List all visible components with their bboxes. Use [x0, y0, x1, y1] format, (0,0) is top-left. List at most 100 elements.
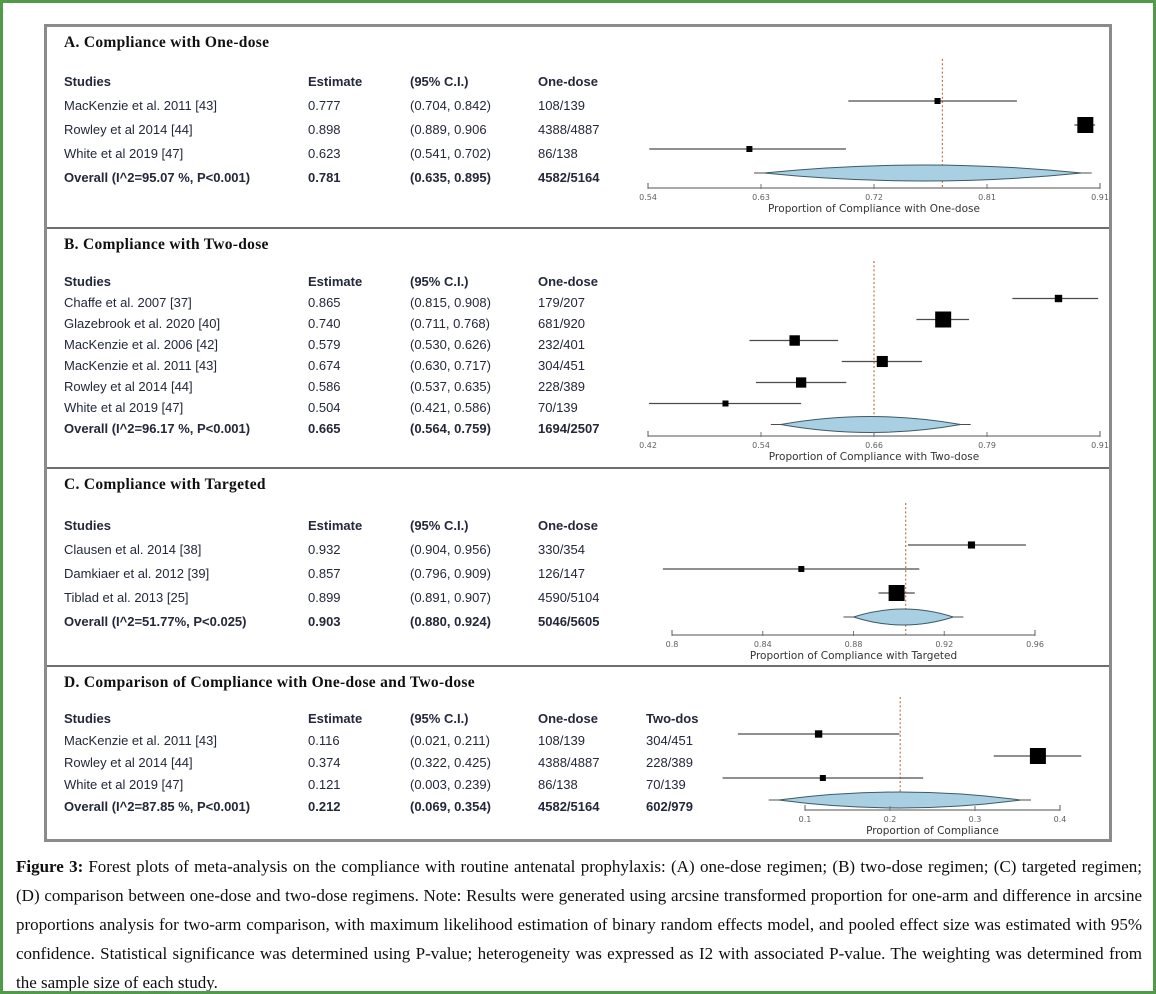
effect-estimate-marker	[967, 541, 976, 549]
one-dose-value: 70/139	[538, 400, 578, 415]
estimate-value: 0.898	[308, 121, 341, 137]
overall-ci: (0.635, 0.895)	[410, 169, 491, 185]
one-dose-value: 681/920	[538, 316, 585, 331]
study-table-two-dose: Studies Estimate (95% C.I.) One-dose Chaffe …	[64, 271, 646, 439]
x-axis-title: Proportion of Compliance	[866, 825, 999, 837]
estimate-value: 0.579	[308, 337, 341, 352]
study-name: White et al 2019 [47]	[64, 776, 184, 792]
estimate-value: 0.857	[308, 565, 341, 581]
effect-estimate-marker	[935, 311, 952, 328]
estimate-value: 0.865	[308, 295, 341, 310]
one-dose-value: 86/138	[538, 776, 578, 792]
x-axis-tick-label: 0.91	[1091, 193, 1109, 202]
column-header: Estimate	[308, 517, 363, 533]
panel-c-compliance-targeted: C. Compliance with Targeted 0.8 0.84 0.88 0…	[47, 467, 1109, 665]
overall-diamond	[780, 416, 961, 433]
overall-label: Overall (I^2=51.77%, P<0.025)	[64, 613, 247, 629]
column-header: (95% C.I.)	[410, 517, 469, 533]
x-axis-tick-label: 0.66	[865, 441, 883, 450]
panel-title: B. Compliance with Two-dose	[64, 236, 269, 253]
two-dose-value: 228/389	[646, 754, 693, 770]
column-header: One-dose	[538, 710, 598, 726]
overall-label: Overall (I^2=95.07 %, P<0.001)	[64, 169, 251, 185]
panel-title: D. Comparison of Compliance with One-dos…	[64, 674, 475, 691]
x-axis-title: Proportion of Compliance with Two-dose	[769, 451, 979, 463]
study-table-comparison: Studies Estimate (95% C.I.) One-dose Two-dos…	[64, 707, 732, 817]
effect-estimate-marker	[789, 335, 800, 346]
one-dose-value: 86/138	[538, 145, 578, 161]
one-dose-value: 228/389	[538, 379, 585, 394]
study-table-one-dose: Studies Estimate (95% C.I.) One-dose MacKenz…	[64, 69, 646, 189]
estimate-value: 0.121	[308, 776, 341, 792]
effect-estimate-marker	[876, 355, 888, 368]
overall-one-dose: 5046/5605	[538, 613, 600, 629]
forest-plot-figure: A. Compliance with One-dose 0.54 0.63 0.72…	[44, 24, 1112, 842]
overall-one-dose: 1694/2507	[538, 421, 600, 436]
two-dose-value: 304/451	[646, 732, 693, 748]
panel-title: C. Compliance with Targeted	[64, 476, 266, 493]
x-axis-tick-label: 0.96	[1026, 640, 1044, 649]
column-header: (95% C.I.)	[410, 274, 469, 289]
effect-estimate-marker	[888, 585, 905, 601]
x-axis-tick-label: 0.42	[639, 441, 657, 450]
panel-title: A. Compliance with One-dose	[64, 34, 270, 51]
x-axis-tick-label: 0.54	[752, 441, 770, 450]
estimate-value: 0.674	[308, 358, 341, 373]
overall-ci: (0.880, 0.924)	[410, 613, 491, 629]
ci-value: (0.541, 0.702)	[410, 145, 491, 161]
x-axis-tick-label: 0.3	[969, 815, 982, 824]
figure-caption: Figure 3: Forest plots of meta-analysis o…	[16, 852, 1142, 991]
effect-estimate-marker	[819, 775, 826, 781]
ci-value: (0.537, 0.635)	[410, 379, 491, 394]
overall-diamond	[778, 791, 1021, 809]
overall-estimate: 0.781	[308, 169, 341, 185]
one-dose-value: 304/451	[538, 358, 585, 373]
ci-value: (0.796, 0.909)	[410, 565, 491, 581]
panel-b-compliance-two-dose: B. Compliance with Two-dose 0.42 0.54 0.66…	[47, 227, 1109, 467]
x-axis-tick-label: 0.84	[754, 640, 772, 649]
estimate-value: 0.740	[308, 316, 341, 331]
overall-one-dose: 4582/5164	[538, 169, 600, 185]
x-axis-title: Proportion of Compliance with Targeted	[750, 650, 957, 662]
forest-plot-targeted: 0.8 0.84 0.88 0.92 0.96 Proportion of Complia…	[662, 503, 1044, 662]
study-name: White et al 2019 [47]	[64, 145, 184, 161]
one-dose-value: 232/401	[538, 337, 585, 352]
one-dose-value: 4590/5104	[538, 589, 600, 605]
ci-value: (0.891, 0.907)	[410, 589, 491, 605]
ci-value: (0.630, 0.717)	[410, 358, 491, 373]
forest-plot-one-dose: 0.54 0.63 0.72 0.81 0.91 Proportion of Compli…	[639, 59, 1109, 215]
column-header: One-dose	[538, 517, 598, 533]
two-dose-value: 70/139	[646, 776, 686, 792]
overall-estimate: 0.212	[308, 798, 341, 814]
study-name: Clausen et al. 2014 [38]	[64, 541, 202, 557]
ci-value: (0.889, 0.906	[410, 121, 487, 137]
study-name: MacKenzie et al. 2011 [43]	[64, 732, 217, 748]
effect-estimate-marker	[1077, 117, 1094, 133]
forest-plot-comparison: 0.1 0.2 0.3 0.4 Proportion of Compliance	[722, 697, 1082, 837]
study-name: Damkiaer et al. 2012 [39]	[64, 565, 210, 581]
overall-estimate: 0.665	[308, 421, 341, 436]
estimate-value: 0.586	[308, 379, 341, 394]
overall-one-dose: 4582/5164	[538, 798, 600, 814]
study-name: Rowley et al 2014 [44]	[64, 121, 193, 137]
x-axis-tick-label: 0.63	[752, 193, 770, 202]
one-dose-value: 330/354	[538, 541, 585, 557]
x-axis-tick-label: 0.54	[639, 193, 657, 202]
x-axis-tick-label: 0.4	[1054, 815, 1067, 824]
ci-value: (0.704, 0.842)	[410, 97, 491, 113]
estimate-value: 0.899	[308, 589, 341, 605]
x-axis-tick-label: 0.92	[935, 640, 953, 649]
estimate-value: 0.623	[308, 145, 341, 161]
overall-diamond	[851, 608, 955, 626]
study-name: Glazebrook et al. 2020 [40]	[64, 316, 221, 331]
study-name: Tiblad et al. 2013 [25]	[64, 589, 189, 605]
effect-estimate-marker	[934, 97, 941, 105]
column-header: Estimate	[308, 73, 363, 89]
one-dose-value: 4388/4887	[538, 754, 600, 770]
x-axis-tick-label: 0.8	[666, 640, 679, 649]
effect-estimate-marker	[814, 730, 823, 738]
column-header: Studies	[64, 73, 111, 89]
one-dose-value: 108/139	[538, 97, 585, 113]
ci-value: (0.021, 0.211)	[410, 732, 490, 748]
study-name: White et al 2019 [47]	[64, 400, 184, 415]
